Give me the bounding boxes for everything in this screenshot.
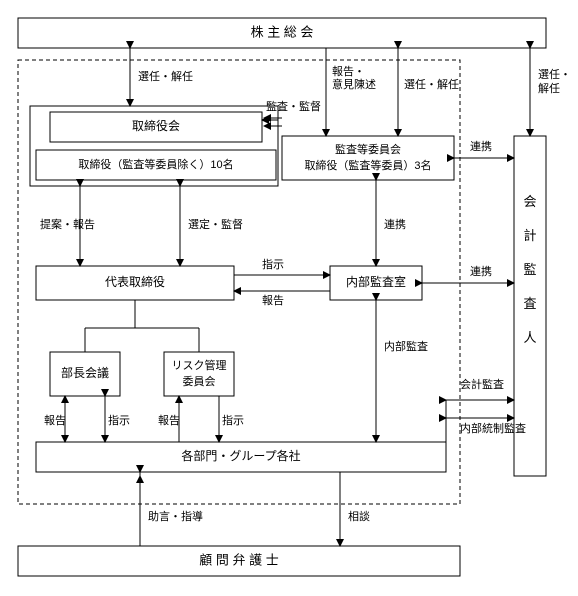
lbl-depts: 各部門・グループ各社 [181,448,300,463]
edge-label: 選任・解任 [138,69,193,83]
node-risk [164,352,234,396]
node-audit-committee [282,136,454,180]
lbl-risk2: 委員会 [183,375,216,388]
edge-label: 内部統制監査 [460,421,526,435]
edge-label: 助言・指導 [148,509,203,523]
edge-label: 報告 [262,294,284,307]
lbl-directors-ex: 取締役（監査等委員除く）10名 [78,157,233,171]
lbl-shareholders: 株 主 総 会 [251,24,314,39]
edge-label: 連携 [384,217,406,231]
lbl-audit2: 取締役（監査等委員）3名 [304,158,431,172]
lbl-internal: 内部監査室 [346,274,406,289]
edge-label: 連携 [470,139,492,153]
edge-label: 相談 [348,509,370,523]
lbl-risk1: リスク管理 [172,358,227,372]
edge-label: 内部監査 [384,339,428,353]
lbl-dept-chief: 部長会議 [61,365,109,380]
edge-label: 指示 [222,413,244,427]
lbl-legal: 顧 問 弁 護 士 [199,552,278,567]
edge-label: 提案・報告 [40,217,95,231]
lbl-audit1: 監査等委員会 [335,142,401,156]
edge-label: 報告 [158,414,180,427]
edge-label: 監査・監督 [266,99,321,113]
edge-label: 指示 [108,413,130,427]
edge-label: 選定・監督 [188,217,243,231]
edge-label: 解任 [538,81,560,95]
lbl-ceo: 代表取締役 [105,274,165,289]
edge-label: 連携 [470,264,492,278]
edge-label: 選任・解任 [404,77,459,91]
edge-label: 指示 [262,257,284,271]
edge-label: 報告・ [332,65,365,78]
lbl-board: 取締役会 [132,118,180,133]
edge-label: 選任・ [538,68,571,81]
edge-label: 会計監査 [460,377,504,391]
edge-label: 報告 [44,414,66,427]
edge-label: 意見陳述 [332,77,376,91]
